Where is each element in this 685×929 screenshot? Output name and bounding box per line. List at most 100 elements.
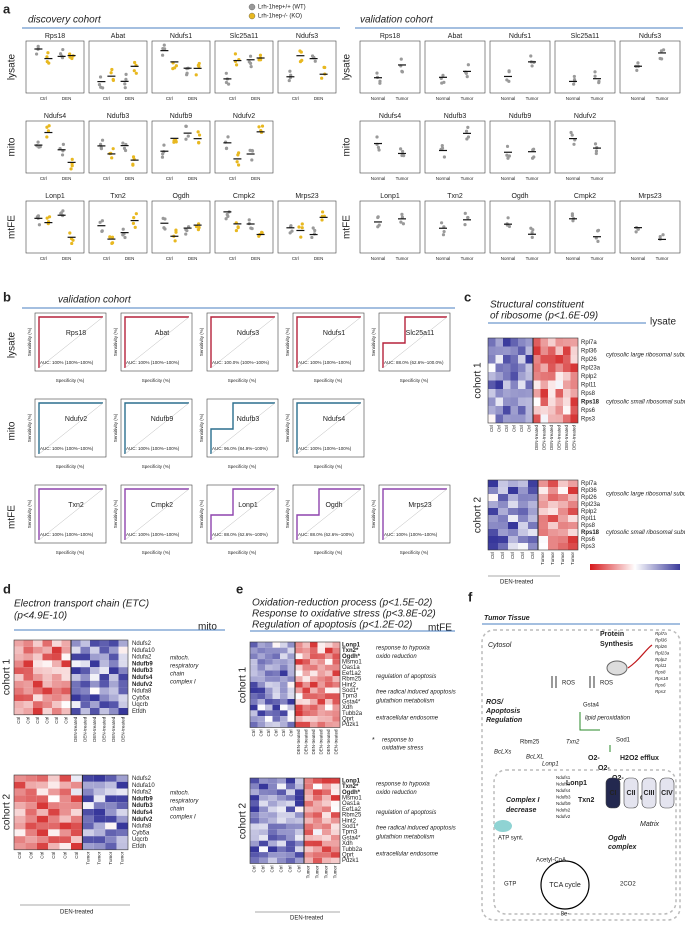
heatmap-cell xyxy=(332,699,340,705)
heatmap-cell xyxy=(105,815,117,823)
plot-title: Rps18 xyxy=(380,33,400,40)
heatmap-cell xyxy=(555,338,563,347)
heatmap-cell xyxy=(533,363,541,372)
heatmap-cell xyxy=(280,670,288,677)
plot-title: Ndufb9 xyxy=(170,113,193,120)
heatmap-cell xyxy=(313,817,322,824)
metabolite-label: TCA cycle xyxy=(549,882,581,889)
dot xyxy=(37,223,42,227)
heatmap-cell xyxy=(277,806,286,813)
column-label: Ctrl xyxy=(35,717,40,724)
heatmap-cell xyxy=(99,646,109,654)
heatmap-cell xyxy=(317,670,325,677)
plot-frame xyxy=(214,40,274,94)
dot xyxy=(506,216,510,220)
heatmap-cell xyxy=(250,699,258,705)
heatmap-cell xyxy=(105,809,117,816)
gene-label: Xdh xyxy=(342,841,353,847)
dot xyxy=(661,48,666,52)
heatmap-cell xyxy=(52,674,62,681)
dot xyxy=(258,53,263,57)
heatmap-cell xyxy=(257,664,265,671)
heatmap-cell xyxy=(14,815,26,823)
heatmap-cell xyxy=(268,846,277,853)
heatmap-cell xyxy=(265,710,273,717)
heatmap-cell xyxy=(80,694,90,702)
heatmap-cell xyxy=(82,788,94,796)
heatmap-cell xyxy=(36,788,49,796)
gene-label: Ndufa2 xyxy=(132,655,152,661)
heatmap-cell xyxy=(23,653,33,661)
heatmap-cell xyxy=(518,397,526,406)
dot xyxy=(441,73,445,78)
heatmap-cell xyxy=(277,812,286,818)
heatmap-cell xyxy=(322,829,331,835)
cohort-label: cohort 1 xyxy=(238,666,249,703)
heatmap-cell xyxy=(118,680,128,688)
heatmap-cell xyxy=(61,653,71,661)
dot xyxy=(297,225,301,229)
heatmap-cell xyxy=(302,653,310,660)
heatmap-cell xyxy=(287,670,295,677)
heatmap-cell xyxy=(295,681,303,688)
heatmap-cell xyxy=(268,795,277,801)
heatmap-cell xyxy=(332,716,340,722)
heatmap-cell xyxy=(525,346,533,355)
gene-label: Rps6 xyxy=(581,537,596,543)
heatmap-cell xyxy=(302,693,310,699)
dot xyxy=(184,137,188,141)
heatmap-cell xyxy=(555,380,563,389)
heatmap-cell xyxy=(558,536,568,543)
annotation: oxido reduction xyxy=(376,790,417,796)
heatmap-cell xyxy=(118,687,128,695)
gene-label: Ndufv2 xyxy=(132,682,153,688)
heatmap-cell xyxy=(90,667,100,674)
x-category: Ctrl xyxy=(166,96,173,101)
plot-frame xyxy=(34,312,107,372)
dot xyxy=(260,124,265,128)
heatmap-cell xyxy=(540,355,548,364)
heatmap-cell xyxy=(250,778,259,784)
heatmap-cell xyxy=(570,346,578,355)
dot xyxy=(109,71,113,75)
gene-label: Rps6 xyxy=(581,408,596,414)
heatmap-cell xyxy=(310,647,318,654)
heatmap-cell xyxy=(570,338,578,347)
heatmap-cell xyxy=(99,694,109,702)
plot-frame xyxy=(378,312,451,372)
heatmap-cell xyxy=(331,852,340,858)
heatmap-cell xyxy=(295,812,304,818)
column-label: Ctrl xyxy=(25,717,30,724)
heatmap-cell xyxy=(295,857,304,864)
heatmap-cell xyxy=(525,380,533,389)
dot xyxy=(161,152,165,156)
heatmap-cell xyxy=(118,653,128,661)
x-category: Ctrl xyxy=(40,96,47,101)
x-category: DEN xyxy=(251,176,261,181)
heatmap-cell xyxy=(286,817,295,824)
plot-frame xyxy=(359,200,421,254)
heatmap-cell xyxy=(257,710,265,717)
heatmap-cell xyxy=(304,823,313,830)
axis-label: Sensitivity (%) xyxy=(27,499,32,528)
dot xyxy=(401,149,405,154)
heatmap-cell xyxy=(533,338,541,347)
gene-label: Hint2 xyxy=(342,818,357,824)
heatmap-cell xyxy=(518,508,528,515)
heatmap-cell xyxy=(495,397,503,406)
heatmap-cell xyxy=(498,522,508,529)
panel-letter: e xyxy=(236,581,243,596)
dot xyxy=(161,216,165,220)
heatmap-cell xyxy=(23,660,33,668)
heatmap-cell xyxy=(265,687,273,694)
x-category: Normal xyxy=(566,176,581,181)
heatmap-cell xyxy=(295,823,304,830)
dot xyxy=(247,60,251,64)
plot-frame xyxy=(292,398,365,458)
heatmap-cell xyxy=(325,699,333,705)
gene-label: Ndufs1 xyxy=(556,775,571,780)
heatmap-cell xyxy=(265,664,273,671)
heatmap-cell xyxy=(548,363,556,372)
gene-label: Rpl7a xyxy=(581,481,597,487)
heatmap-cell xyxy=(48,788,60,796)
